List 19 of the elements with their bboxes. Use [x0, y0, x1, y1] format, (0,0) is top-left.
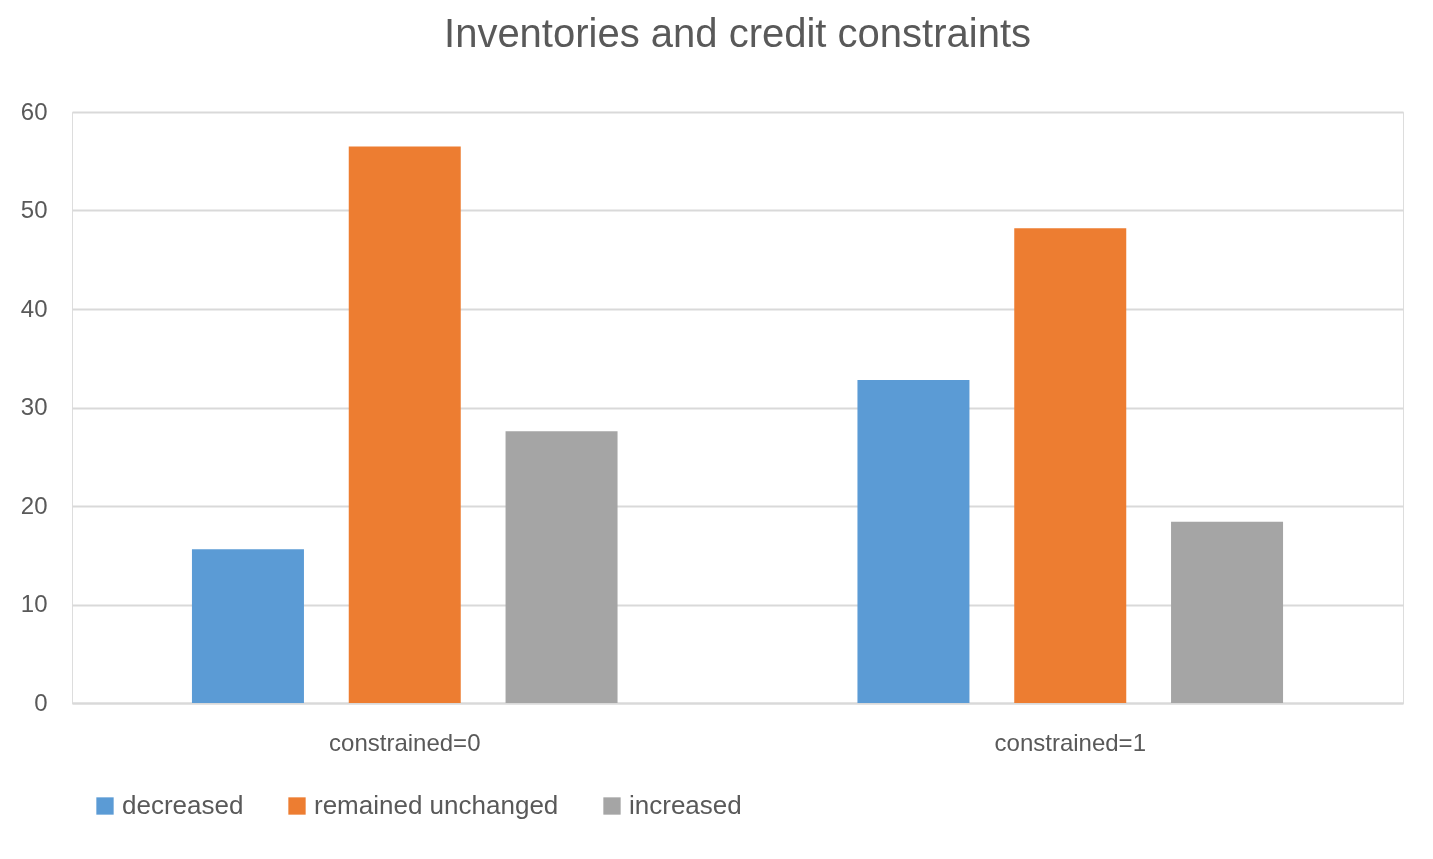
x-tick-label: constrained=0: [329, 728, 481, 756]
x-tick-label: constrained=1: [994, 728, 1146, 756]
legend-label: decreased: [122, 790, 244, 820]
bar: [1014, 228, 1127, 703]
bar: [857, 379, 970, 703]
bar: [505, 431, 618, 703]
y-tick-label: 0: [34, 688, 48, 716]
bar: [191, 549, 304, 703]
legend-label: remained unchanged: [314, 790, 559, 820]
y-tick-label: 20: [20, 491, 48, 519]
y-tick-label: 60: [20, 97, 48, 125]
y-tick-label: 40: [20, 294, 48, 322]
chart-title: Inventories and credit constraints: [444, 11, 1031, 55]
y-tick-label: 50: [20, 196, 48, 223]
y-tick-label: 10: [20, 590, 48, 617]
legend-label: increased: [629, 790, 742, 820]
y-tick-label: 30: [20, 393, 48, 420]
bar: [1171, 521, 1284, 703]
bar: [348, 146, 461, 703]
